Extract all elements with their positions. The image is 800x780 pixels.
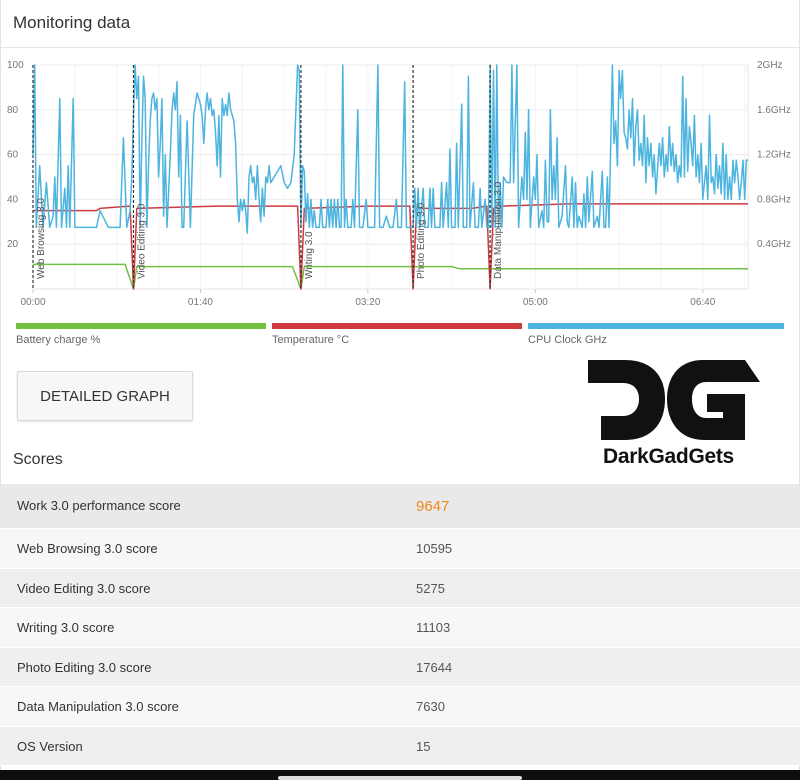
score-label: Work 3.0 performance score (17, 498, 181, 513)
x-tick-label: 03:20 (355, 297, 380, 308)
score-row: Web Browsing 3.0 score 10595 (0, 529, 800, 569)
section-marker-label: Web Browsing 3.0 (36, 198, 47, 279)
x-tick-label: 05:00 (523, 297, 548, 308)
monitoring-chart: 20 40 60 80 100 0.4GHz 0.8GHz 1.2GHz 1.6GHz 2GHz 0… (7, 60, 791, 308)
score-value: 17644 (416, 659, 453, 675)
y-tick-label-right: 2GHz (757, 60, 783, 71)
y-tick-label-right: 1.6GHz (757, 105, 791, 116)
logo-g-shape (667, 360, 760, 440)
page-title: Monitoring data (13, 13, 131, 32)
x-tick-label: 06:40 (690, 297, 715, 308)
score-row: Work 3.0 performance score 9647 (0, 484, 800, 529)
y-tick-label-left: 60 (7, 150, 19, 161)
score-label: Web Browsing 3.0 score (17, 541, 158, 556)
score-label: Writing 3.0 score (17, 620, 115, 635)
score-value: 9647 (416, 498, 450, 515)
y-tick-label-right: 0.8GHz (757, 194, 791, 205)
legend-temperature-swatch (272, 323, 522, 329)
score-value: 10595 (416, 541, 453, 556)
x-tick-label: 00:00 (20, 297, 45, 308)
y-tick-label-left: 40 (7, 194, 19, 205)
score-value: 11103 (416, 620, 451, 635)
home-indicator[interactable] (278, 776, 522, 780)
legend-cpu-label: CPU Clock GHz (528, 334, 607, 346)
logo-text: DarkGadGets (603, 445, 734, 468)
score-label: Data Manipulation 3.0 score (17, 699, 179, 714)
section-marker-label: Video Editing 3.0 (136, 203, 147, 279)
legend-temperature: Temperature °C (272, 323, 522, 346)
score-label: Video Editing 3.0 score (17, 580, 151, 596)
score-row: OS Version 15 (0, 726, 800, 766)
y-tick-label-left: 20 (7, 239, 19, 250)
section-marker-label: Writing 3.0 (304, 231, 315, 279)
legend-battery-label: Battery charge % (16, 334, 101, 346)
score-value: 15 (416, 738, 431, 754)
y-tick-label-left: 100 (7, 60, 24, 71)
section-marker-label: Photo Editing 3.0 (416, 202, 427, 279)
score-label: OS Version (17, 738, 83, 754)
scores-title: Scores (13, 451, 63, 468)
score-row: Data Manipulation 3.0 score 7630 (0, 687, 800, 727)
x-tick-label: 01:40 (188, 297, 213, 308)
system-nav-bar (0, 770, 800, 780)
score-row: Photo Editing 3.0 score 17644 (0, 647, 800, 687)
y-tick-label-right: 1.2GHz (757, 150, 791, 161)
score-label: Photo Editing 3.0 score (17, 659, 152, 675)
score-value: 5275 (416, 580, 445, 596)
score-row: Video Editing 3.0 score 5275 (0, 568, 800, 608)
legend-cpu-swatch (528, 323, 784, 329)
logo-d-shape (588, 360, 665, 440)
series-line-temperature (33, 203, 748, 290)
y-tick-label-left: 80 (7, 105, 19, 116)
legend-cpu: CPU Clock GHz (528, 323, 784, 346)
scores-table: Work 3.0 performance score 9647 Web Browsi… (0, 484, 800, 766)
detailed-graph-button[interactable]: DETAILED GRAPH (17, 371, 193, 421)
legend-battery-swatch (16, 323, 266, 329)
section-marker-label: Data Manipulation 3.0 (493, 181, 504, 279)
series-line-battery (33, 263, 748, 290)
darkgadgets-logo (588, 360, 760, 440)
series-line-cpu (32, 64, 748, 234)
y-tick-label-right: 0.4GHz (757, 239, 791, 250)
score-row: Writing 3.0 score 11103 (0, 608, 800, 648)
monitoring-header: Monitoring data (0, 0, 800, 48)
legend-temperature-label: Temperature °C (272, 334, 350, 346)
score-value: 7630 (416, 699, 445, 714)
legend-battery: Battery charge % (16, 323, 266, 346)
